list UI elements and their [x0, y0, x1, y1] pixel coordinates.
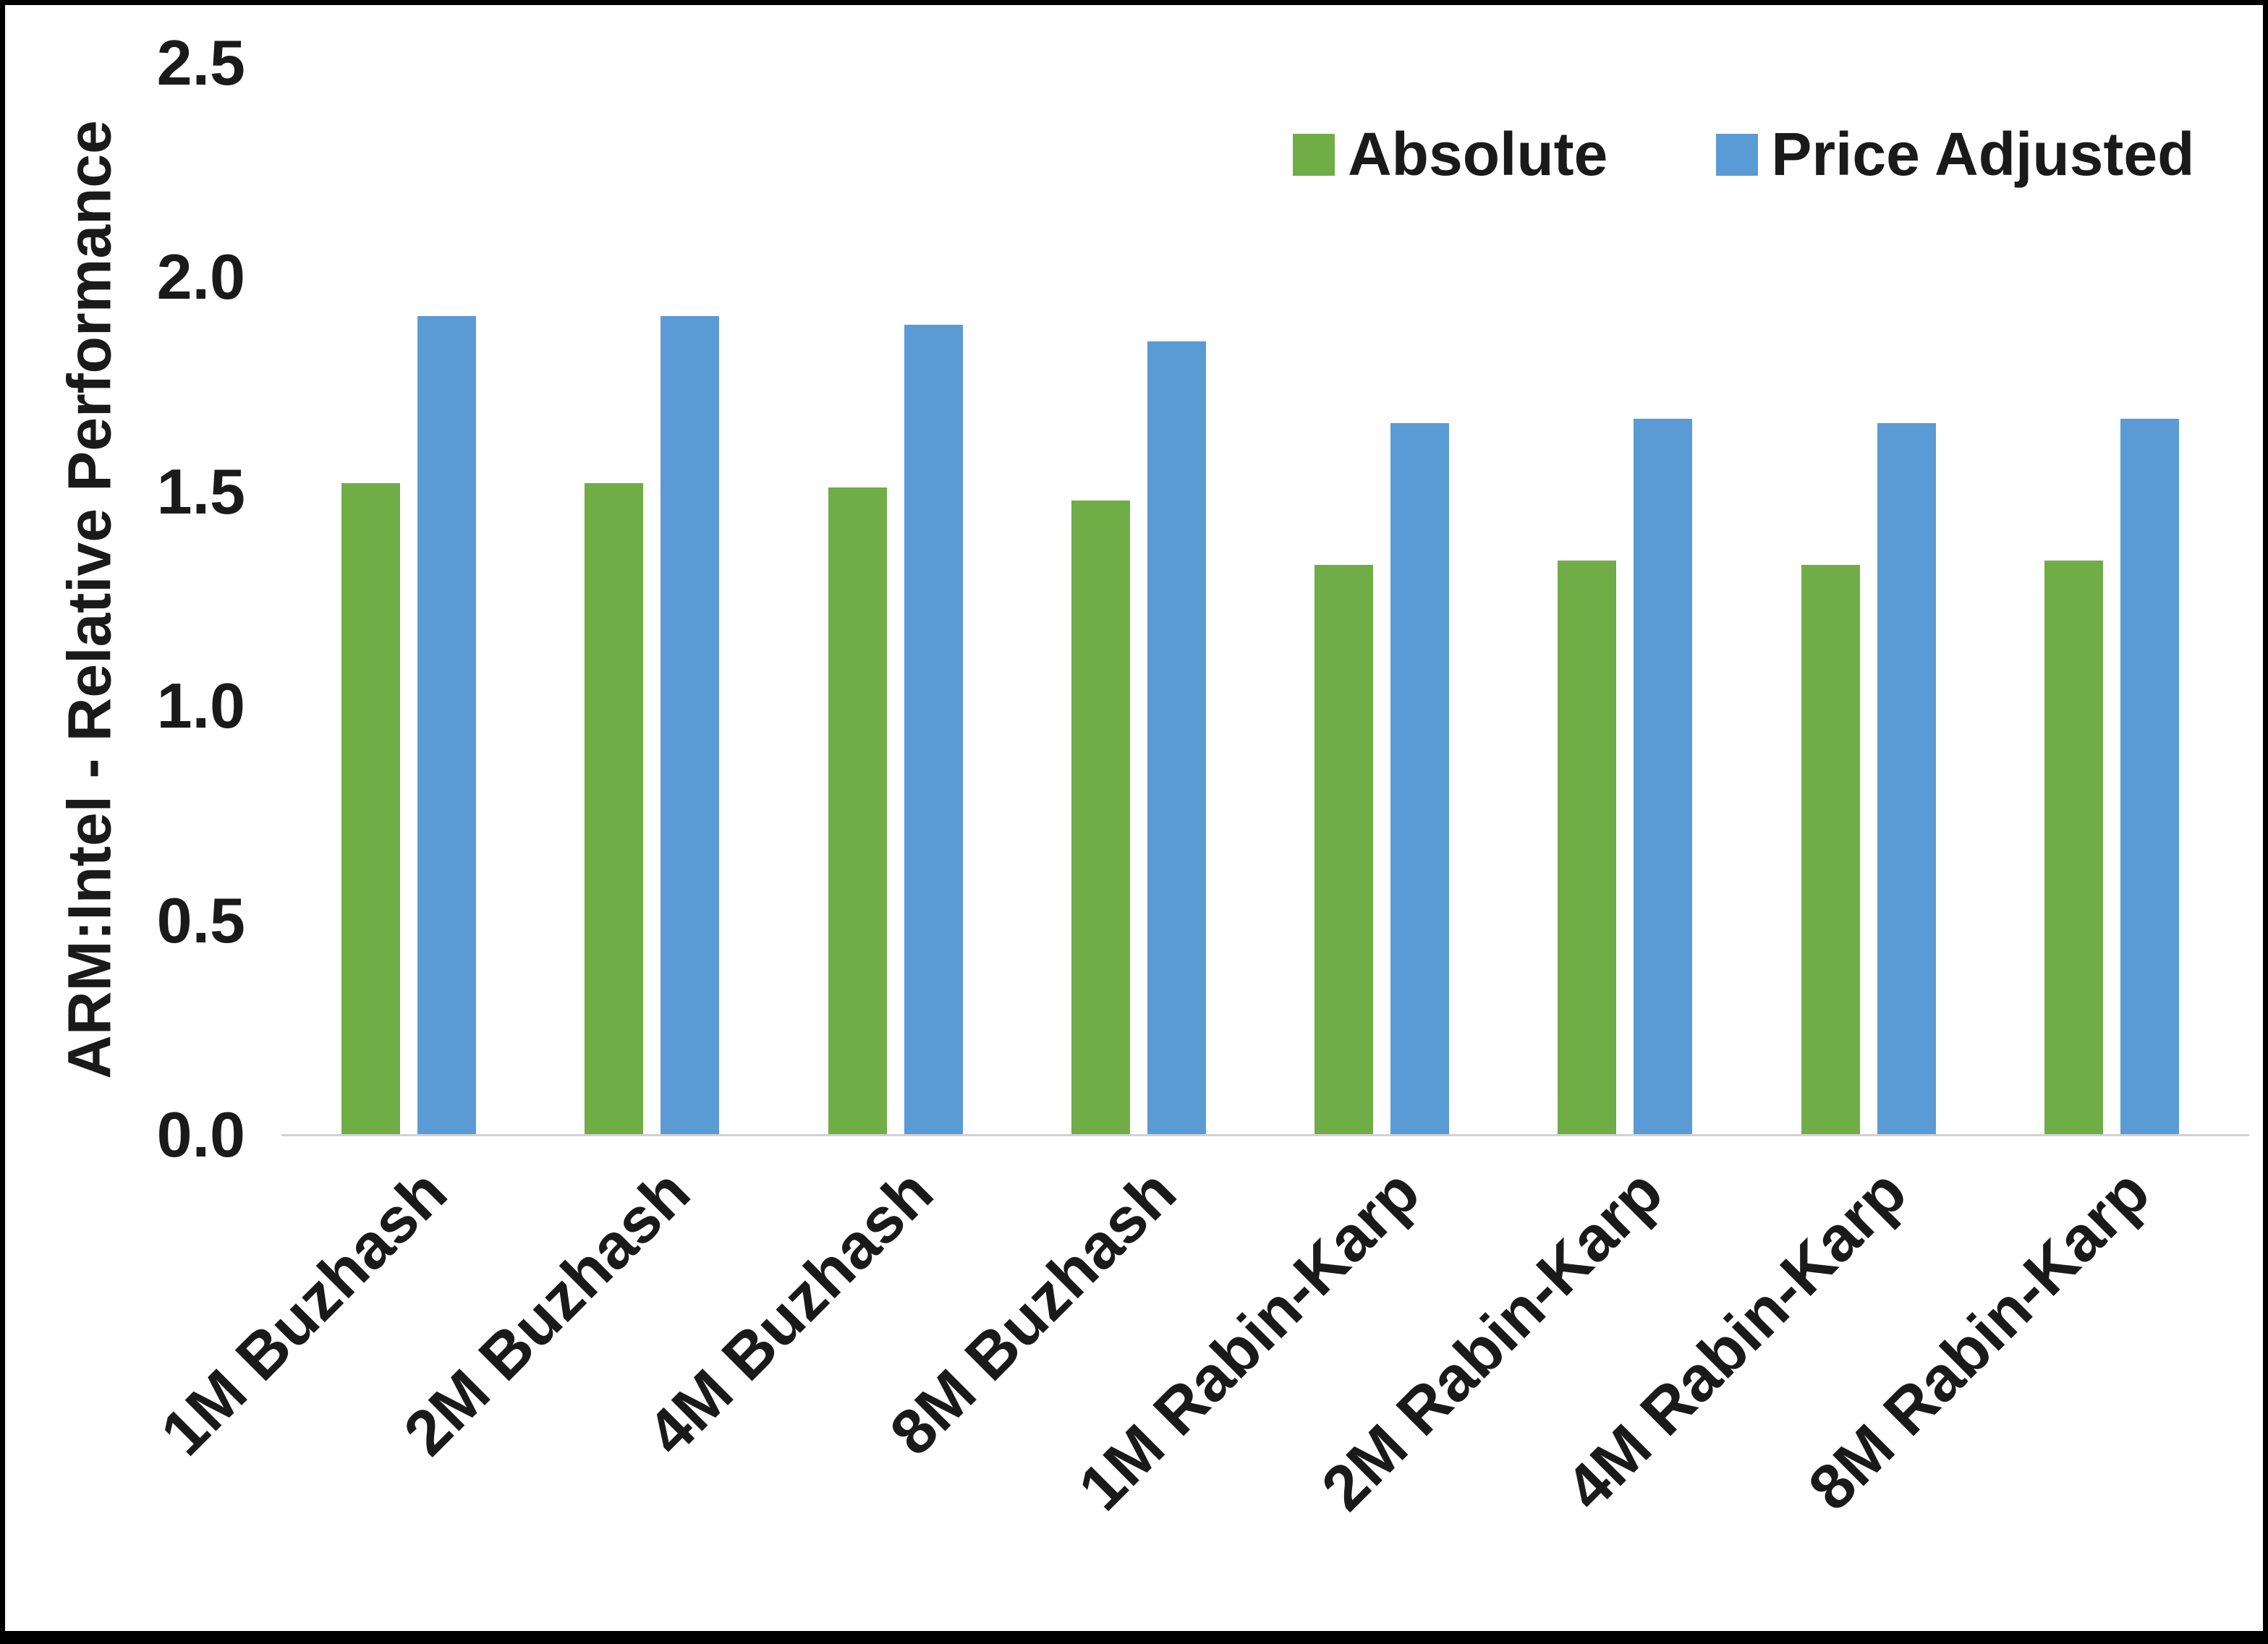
y-tick-label-1-5: 1.5 — [156, 455, 245, 527]
bar-absolute-4m-rabin-karp — [1801, 564, 1860, 1135]
legend-swatch-price-adjusted — [1716, 133, 1759, 176]
legend-label-price-adjusted: Price Adjusted — [1771, 120, 2195, 188]
y-tick-label-0-5: 0.5 — [156, 884, 245, 956]
bar-absolute-2m-rabin-karp — [1558, 560, 1617, 1135]
bar-price-adjusted-4m-rabin-karp — [1877, 422, 1936, 1135]
x-axis-line — [281, 1134, 2249, 1136]
bar-absolute-8m-rabin-karp — [2044, 560, 2103, 1135]
bar-absolute-1m-rabin-karp — [1314, 564, 1374, 1135]
y-tick-label-2-0: 2.0 — [156, 241, 245, 313]
bar-price-adjusted-4m-buzhash — [904, 324, 963, 1135]
bar-price-adjusted-8m-buzhash — [1147, 341, 1206, 1135]
bar-price-adjusted-8m-rabin-karp — [2120, 419, 2179, 1135]
legend-item-absolute: Absolute — [1293, 119, 1607, 189]
bar-absolute-8m-buzhash — [1071, 500, 1130, 1135]
bar-price-adjusted-1m-buzhash — [417, 315, 477, 1135]
y-axis-title: ARM:Intel - Relative Performance — [55, 120, 124, 1079]
legend: Absolute Price Adjusted — [1293, 119, 2194, 189]
y-tick-label-0-0: 0.0 — [156, 1099, 245, 1170]
bar-absolute-2m-buzhash — [585, 482, 644, 1135]
bar-absolute-1m-buzhash — [341, 482, 401, 1135]
bar-absolute-4m-buzhash — [828, 487, 887, 1135]
plot-area: 0.0 0.5 1.0 1.5 2.0 2.5 1M Buzhash 2M Buzhash 4… — [147, 27, 2249, 1524]
legend-item-price-adjusted: Price Adjusted — [1716, 119, 2194, 189]
legend-label-absolute: Absolute — [1348, 120, 1608, 188]
y-tick-label-2-5: 2.5 — [156, 27, 245, 98]
y-tick-label-1-0: 1.0 — [156, 670, 245, 742]
legend-swatch-absolute — [1293, 133, 1335, 176]
bar-price-adjusted-1m-rabin-karp — [1390, 422, 1450, 1135]
bar-price-adjusted-2m-buzhash — [661, 315, 720, 1135]
bar-price-adjusted-2m-rabin-karp — [1634, 419, 1693, 1135]
